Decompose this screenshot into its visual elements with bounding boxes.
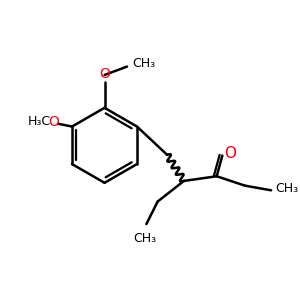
- Text: CH₃: CH₃: [275, 182, 298, 195]
- Text: H₃C: H₃C: [27, 116, 50, 128]
- Text: O: O: [224, 146, 236, 161]
- Text: O: O: [48, 115, 59, 129]
- Text: CH₃: CH₃: [133, 232, 156, 244]
- Text: O: O: [99, 67, 110, 81]
- Text: CH₃: CH₃: [133, 57, 156, 70]
